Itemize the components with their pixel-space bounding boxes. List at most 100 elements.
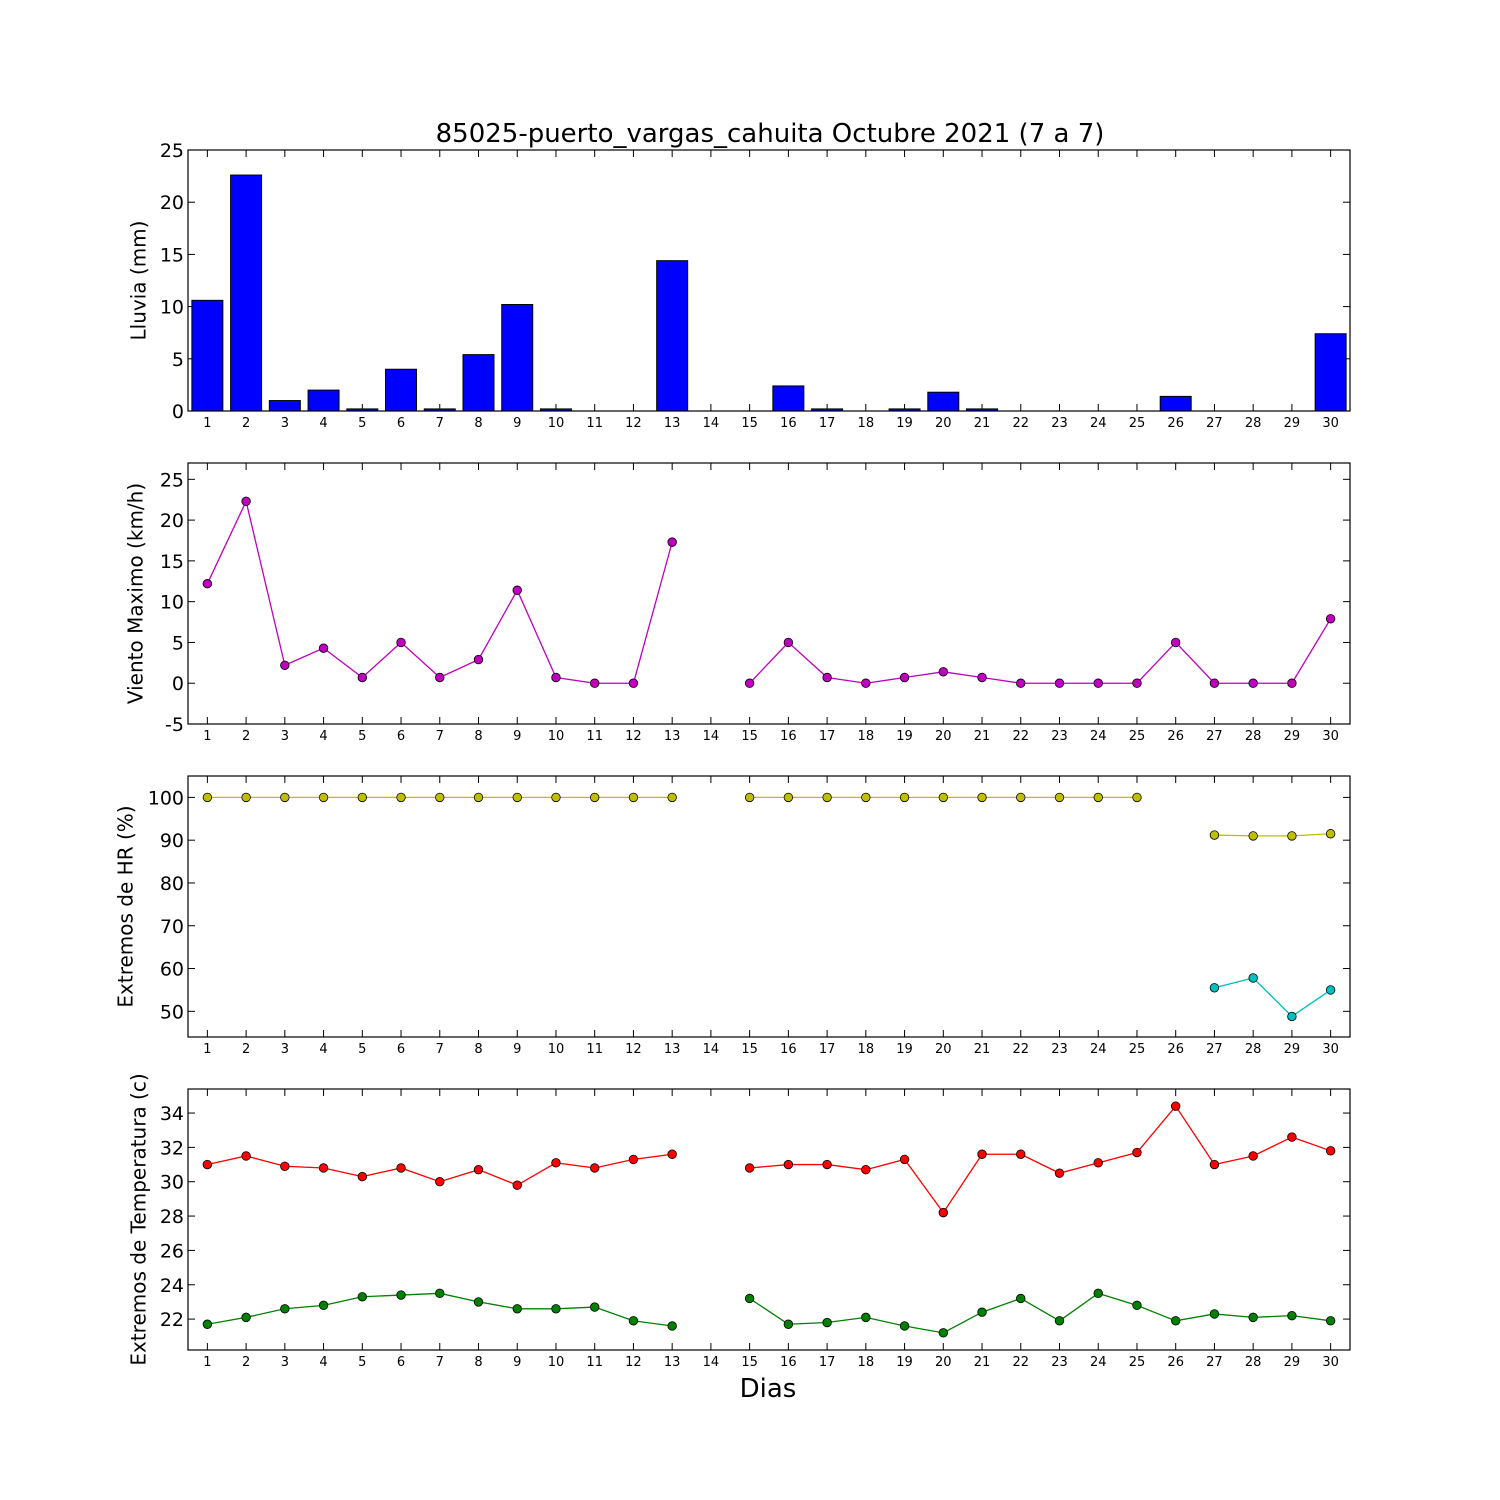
point-day-5	[357, 1292, 368, 1302]
point-day-5	[357, 1171, 368, 1182]
x-tick-label: 14	[703, 416, 720, 431]
x-tick-label: 1	[203, 729, 211, 744]
x-tick-label: 8	[474, 729, 482, 744]
bar-day-30	[1314, 333, 1347, 412]
point-day-16	[783, 792, 794, 803]
x-tick-label: 9	[513, 1355, 521, 1370]
point-day-18	[861, 792, 871, 803]
point-day-29	[1287, 1132, 1297, 1142]
point-day-22	[1016, 1293, 1026, 1304]
x-tick-label: 30	[1322, 1355, 1339, 1370]
point-day-1	[202, 1319, 213, 1329]
point-day-26	[1170, 1101, 1181, 1111]
point-day-27	[1209, 1159, 1220, 1170]
x-tick-label: 26	[1167, 1042, 1184, 1057]
point-day-28	[1248, 1312, 1258, 1323]
x-tick-label: 14	[703, 1355, 720, 1370]
x-tick-label: 24	[1090, 729, 1107, 744]
x-tick-label: 20	[935, 1355, 952, 1370]
series-1	[202, 1101, 1336, 1218]
y-tick-label: 22	[160, 1309, 184, 1331]
x-tick-label: 29	[1284, 1042, 1301, 1057]
x-tick-label: 24	[1090, 1042, 1107, 1057]
point-day-8	[473, 792, 484, 803]
point-day-10	[551, 1304, 561, 1314]
point-day-12	[628, 678, 639, 688]
point-day-8	[473, 1165, 484, 1175]
point-day-17	[822, 1159, 832, 1170]
point-day-27	[1209, 830, 1220, 840]
y-tick-label: 10	[160, 297, 184, 319]
x-tick-label: 8	[474, 1042, 482, 1057]
x-tick-label: 25	[1129, 1042, 1146, 1057]
point-day-4	[318, 1163, 329, 1173]
series-1	[191, 174, 1347, 412]
point-day-17	[822, 792, 832, 803]
point-day-25	[1132, 678, 1142, 688]
point-day-9	[512, 585, 522, 595]
series-line	[1214, 833, 1331, 837]
point-day-27	[1209, 678, 1220, 688]
x-tick-label: 22	[1012, 1042, 1029, 1057]
point-day-3	[280, 660, 290, 670]
point-day-4	[318, 792, 329, 803]
point-day-19	[899, 672, 910, 683]
point-day-12	[628, 1316, 639, 1326]
x-tick-label: 9	[513, 416, 521, 431]
point-day-1	[202, 792, 213, 803]
x-tick-label: 18	[858, 1355, 875, 1370]
point-day-2	[241, 496, 251, 507]
point-day-20	[938, 792, 949, 803]
point-day-17	[822, 1317, 832, 1328]
x-tick-label: 25	[1129, 416, 1146, 431]
point-day-25	[1132, 1147, 1142, 1158]
point-day-7	[435, 1177, 445, 1187]
point-day-7	[435, 672, 445, 683]
x-tick-label: 28	[1245, 416, 1262, 431]
point-day-18	[861, 1165, 871, 1175]
x-tick-label: 12	[625, 1355, 642, 1370]
x-tick-label: 27	[1206, 1042, 1223, 1057]
x-tick-label: 19	[896, 1042, 913, 1057]
point-day-23	[1054, 792, 1065, 803]
x-tick-label: 30	[1322, 1042, 1339, 1057]
bar-day-16	[772, 385, 805, 412]
point-day-19	[899, 792, 910, 803]
x-tick-label: 5	[358, 416, 366, 431]
x-tick-label: 15	[741, 1042, 758, 1057]
x-tick-label: 17	[819, 729, 836, 744]
point-day-21	[977, 792, 987, 803]
x-tick-label: 2	[242, 729, 250, 744]
x-tick-label: 10	[548, 729, 565, 744]
y-tick-label: 80	[160, 873, 184, 895]
x-tick-label: 27	[1206, 416, 1223, 431]
x-tick-label: 17	[819, 416, 836, 431]
x-tick-label: 26	[1167, 1355, 1184, 1370]
point-day-4	[318, 1300, 329, 1311]
point-day-13	[667, 1149, 677, 1159]
y-tick-label: 10	[160, 592, 184, 614]
y-tick-label: 20	[160, 192, 184, 214]
x-tick-label: 6	[397, 1355, 405, 1370]
y-tick-label: 70	[160, 916, 184, 938]
x-tick-label: 13	[664, 416, 681, 431]
axes-frame	[187, 1088, 1351, 1351]
bar-day-26	[1159, 395, 1192, 412]
x-tick-label: 8	[474, 416, 482, 431]
point-day-3	[280, 792, 290, 803]
x-tick-label: 18	[858, 1042, 875, 1057]
point-day-7	[435, 1288, 445, 1299]
point-day-2	[241, 792, 251, 803]
point-day-16	[783, 1319, 794, 1329]
x-tick-label: 5	[358, 1355, 366, 1370]
x-tick-label: 22	[1012, 1355, 1029, 1370]
point-day-26	[1170, 637, 1181, 648]
x-tick-label: 13	[664, 1355, 681, 1370]
x-tick-label: 2	[242, 416, 250, 431]
bar-day-3	[268, 400, 301, 412]
x-tick-label: 7	[436, 729, 444, 744]
bar-day-9	[501, 304, 534, 412]
x-axis-label: Dias	[740, 1374, 797, 1404]
